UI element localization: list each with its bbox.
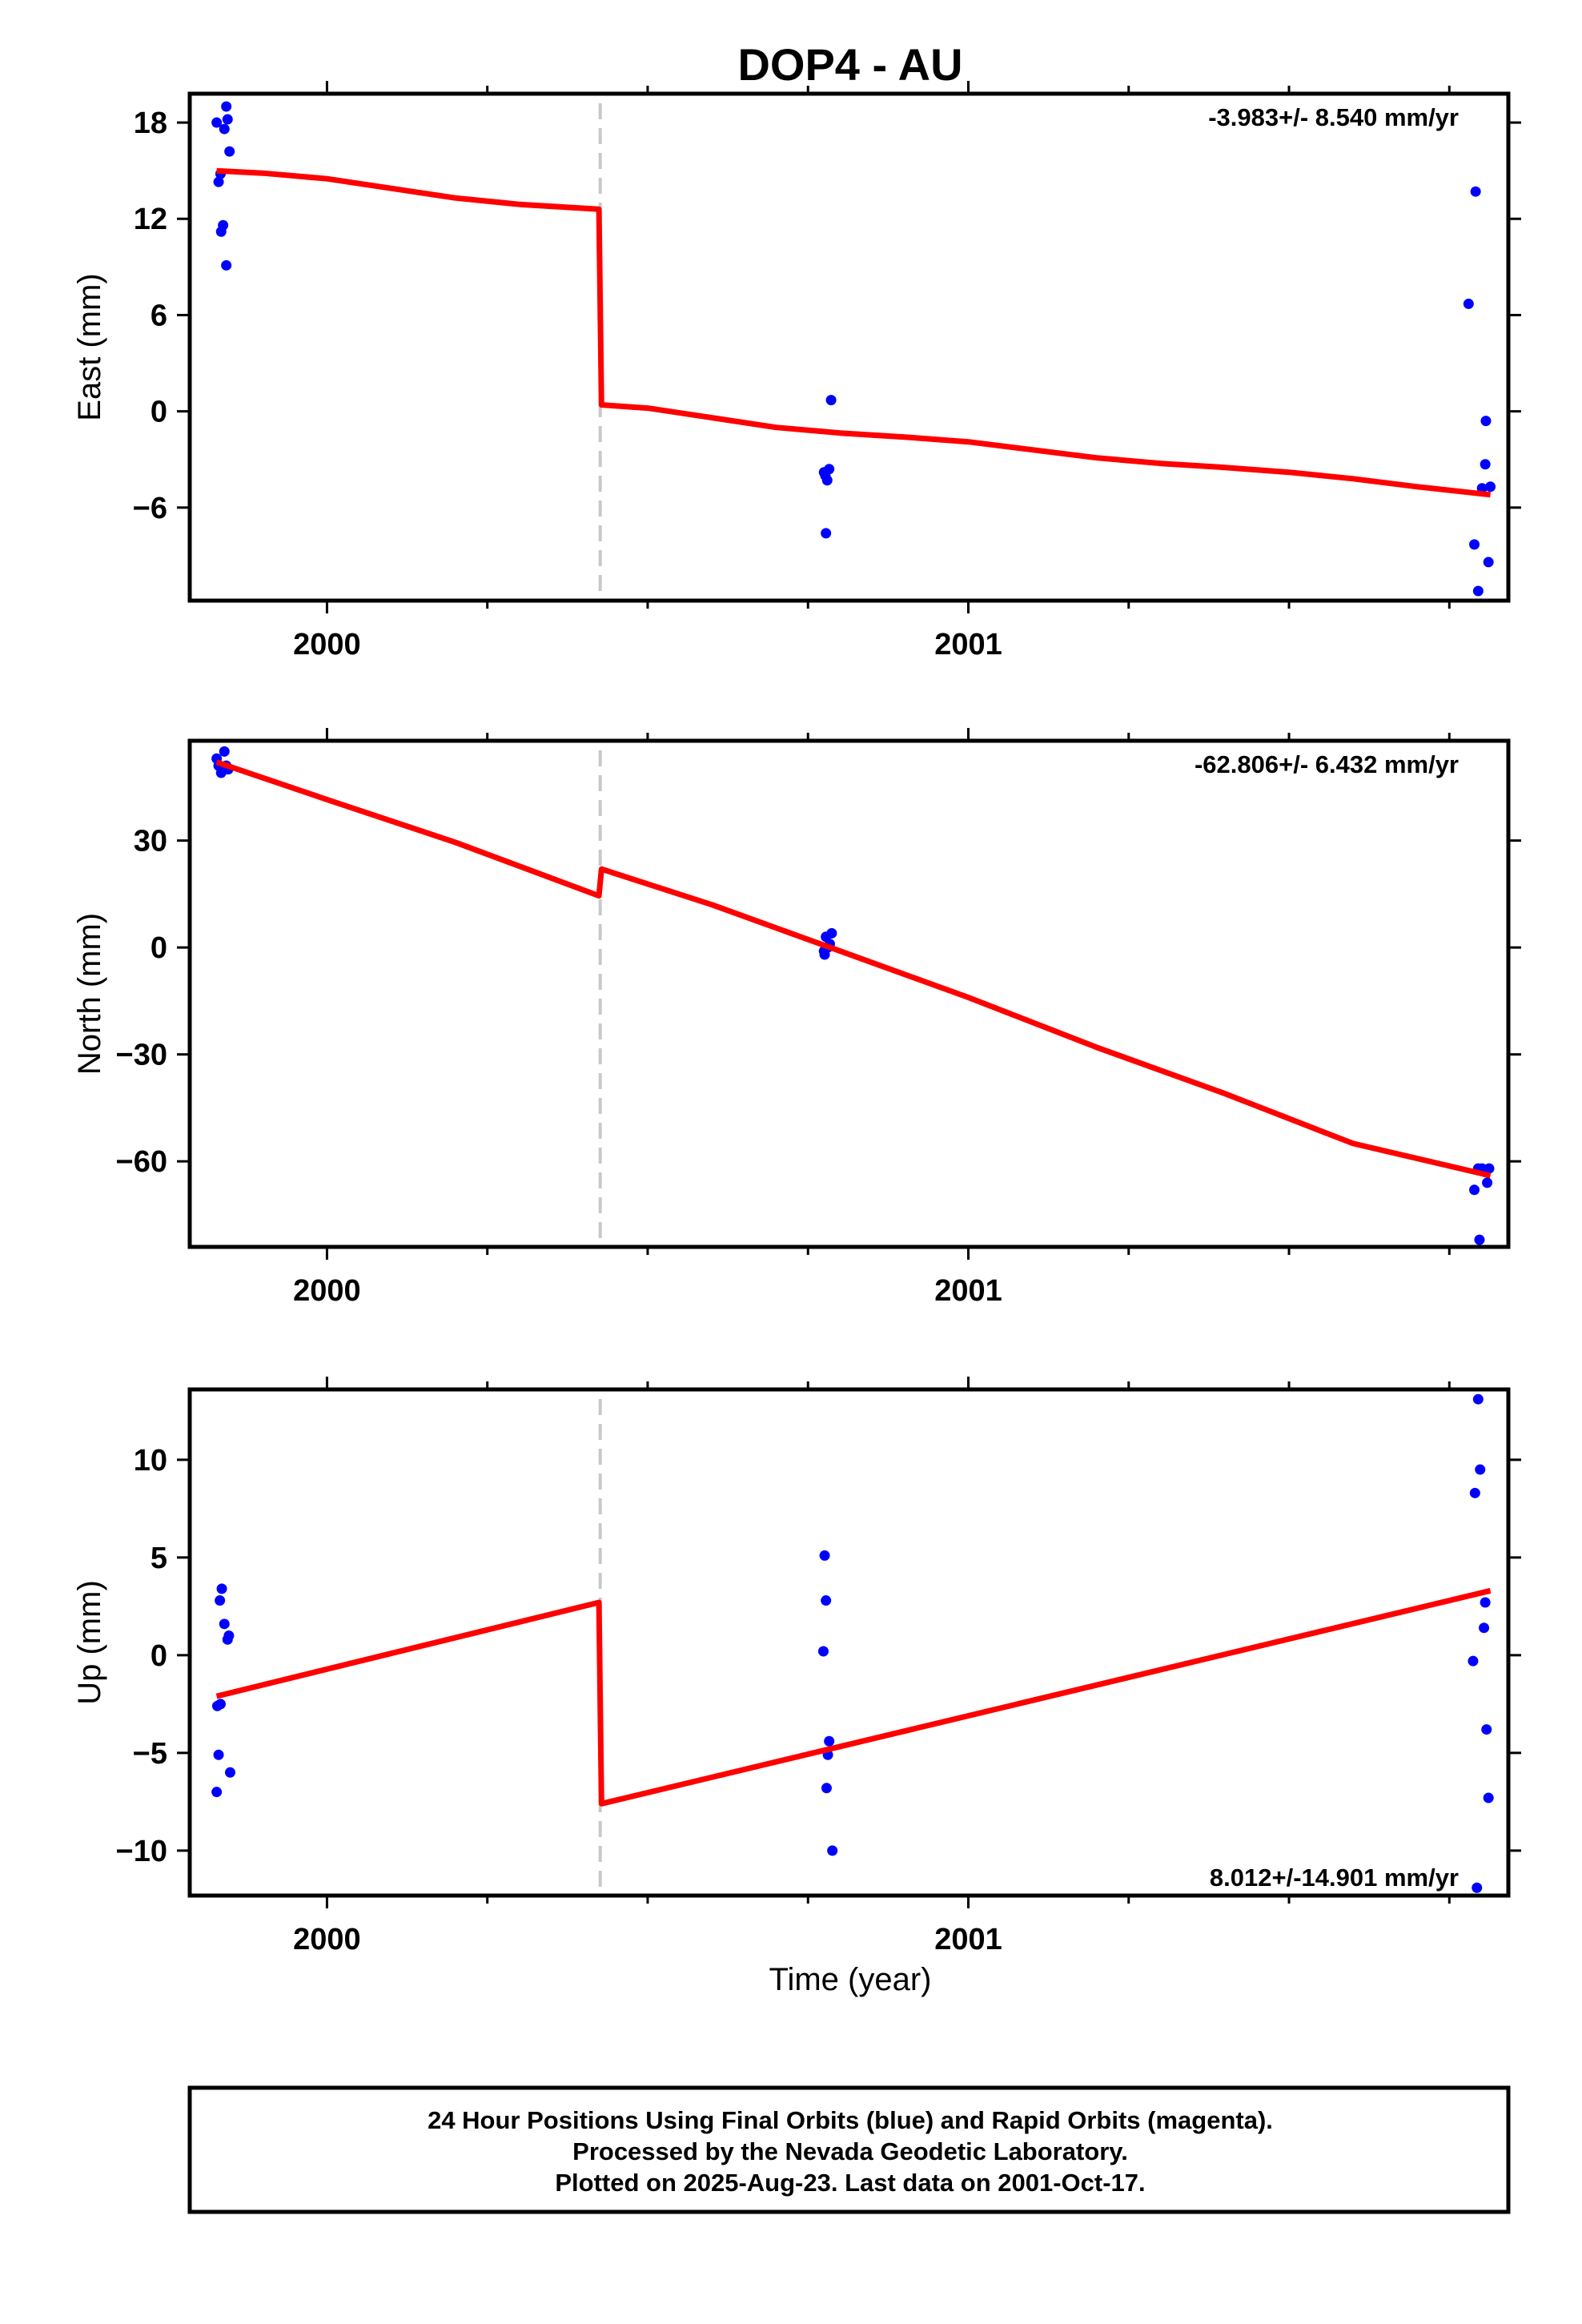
up-data-point xyxy=(224,1767,235,1778)
up-data-point xyxy=(211,1787,223,1798)
east-y-tick-label: −6 xyxy=(133,492,167,525)
up-data-point xyxy=(1483,1792,1494,1803)
east-y-tick-label: 18 xyxy=(134,107,167,140)
east-data-point xyxy=(1483,557,1494,568)
north-data-point xyxy=(819,949,830,960)
north-fit-line xyxy=(215,759,1492,1179)
east-y-tick-label: 0 xyxy=(151,396,167,429)
up-data-point xyxy=(824,1735,835,1747)
up-data-point xyxy=(1481,1724,1492,1735)
east-data-point xyxy=(1480,416,1492,427)
north-x-tick-label: 2000 xyxy=(293,1274,361,1308)
east-y-tick-label: 6 xyxy=(151,299,167,332)
east-data-point xyxy=(1480,459,1491,470)
up-data-point xyxy=(1472,1393,1484,1405)
north-y-tick-label: −30 xyxy=(116,1039,167,1072)
footer-line-1: 24 Hour Positions Using Final Orbits (bl… xyxy=(428,2106,1273,2134)
north-data-point xyxy=(1474,1234,1485,1245)
east-fit-line xyxy=(216,167,1491,498)
north-data-point xyxy=(826,927,837,939)
up-y-tick-label: 10 xyxy=(134,1444,167,1478)
up-data-point xyxy=(817,1646,829,1657)
east-data-point xyxy=(1463,298,1474,309)
east-y-axis-label: East (mm) xyxy=(72,273,107,420)
up-data-point xyxy=(215,1699,226,1710)
up-data-point xyxy=(1475,1464,1486,1475)
up-data-point xyxy=(1479,1622,1490,1634)
east-data-point xyxy=(1472,585,1484,597)
up-y-tick-label: 5 xyxy=(151,1542,167,1575)
north-data-point xyxy=(1469,1184,1480,1196)
up-data-point xyxy=(827,1845,838,1856)
east-rate-label: -3.983+/- 8.540 mm/yr xyxy=(1208,103,1459,131)
up-data-point xyxy=(1469,1487,1480,1498)
east-data-point xyxy=(215,226,227,237)
east-data-point xyxy=(821,475,833,486)
up-x-tick-label: 2001 xyxy=(934,1923,1002,1956)
up-data-point xyxy=(213,1749,224,1760)
east-data-point xyxy=(1470,186,1481,197)
up-fit-line xyxy=(215,1587,1492,1807)
north-x-tick-label: 2001 xyxy=(934,1274,1002,1308)
up-data-point xyxy=(216,1583,227,1594)
east-panel: 2000 2001 −6 0 6 12 18 East (mm) -3.983+/- 8.540… xyxy=(72,81,1521,661)
up-data-point xyxy=(1468,1655,1479,1667)
figure-title: DOP4 - AU xyxy=(737,39,962,90)
east-data-point xyxy=(824,464,835,475)
footer-line-3: Plotted on 2025-Aug-23. Last data on 200… xyxy=(555,2169,1145,2197)
north-frame xyxy=(187,738,1511,1249)
east-data-point xyxy=(224,146,235,157)
east-points xyxy=(211,101,1496,597)
footer-box xyxy=(187,2085,1511,2214)
north-data-point xyxy=(1482,1177,1493,1188)
up-panel: 2000 2001 −10 −5 0 5 10 Up (mm) 8.012+/-14.901 m… xyxy=(72,1377,1521,1956)
east-data-point xyxy=(821,528,832,539)
east-data-point xyxy=(213,176,224,187)
up-data-point xyxy=(219,1618,230,1630)
up-points xyxy=(211,1393,1494,1893)
north-y-tick-label: 0 xyxy=(151,931,167,965)
up-data-point xyxy=(819,1550,830,1561)
up-data-point xyxy=(215,1595,226,1606)
east-frame xyxy=(187,91,1511,603)
up-x-tick-label: 2000 xyxy=(293,1923,361,1956)
footer-line-2: Processed by the Nevada Geodetic Laborat… xyxy=(572,2137,1128,2165)
up-data-point xyxy=(821,1595,832,1606)
north-points xyxy=(211,746,1495,1245)
east-data-point xyxy=(219,123,230,135)
north-panel: 2000 2001 −60 −30 0 30 North (mm) -62.806+/- 6.… xyxy=(72,728,1521,1308)
up-rate-label: 8.012+/-14.901 mm/yr xyxy=(1210,1864,1459,1892)
up-data-point xyxy=(223,1630,235,1641)
up-data-point xyxy=(821,1783,832,1794)
up-data-point xyxy=(1472,1882,1483,1893)
north-y-tick-label: −60 xyxy=(116,1145,167,1179)
east-data-point xyxy=(221,259,232,271)
up-frame xyxy=(187,1387,1511,1898)
north-y-axis-label: North (mm) xyxy=(72,913,107,1075)
east-data-point xyxy=(222,114,233,125)
north-rate-label: -62.806+/- 6.432 mm/yr xyxy=(1195,750,1459,778)
east-data-point xyxy=(211,117,223,128)
east-data-point xyxy=(825,395,837,406)
x-axis-label: Time (year) xyxy=(769,1962,932,1997)
north-data-point xyxy=(215,767,227,778)
up-y-axis-label: Up (mm) xyxy=(72,1580,107,1705)
up-y-tick-label: 0 xyxy=(151,1639,167,1673)
up-y-tick-label: −5 xyxy=(133,1737,167,1771)
north-y-tick-label: 30 xyxy=(134,825,167,858)
east-y-tick-label: 12 xyxy=(134,203,167,236)
east-data-point xyxy=(1469,539,1480,550)
east-x-tick-label: 2000 xyxy=(293,628,361,661)
east-x-tick-label: 2001 xyxy=(934,628,1002,661)
up-y-tick-label: −10 xyxy=(116,1835,167,1868)
north-data-point xyxy=(1484,1163,1495,1174)
up-data-point xyxy=(1480,1597,1491,1608)
east-data-point xyxy=(221,101,232,112)
east-data-point xyxy=(1485,481,1496,493)
north-data-point xyxy=(219,746,230,757)
